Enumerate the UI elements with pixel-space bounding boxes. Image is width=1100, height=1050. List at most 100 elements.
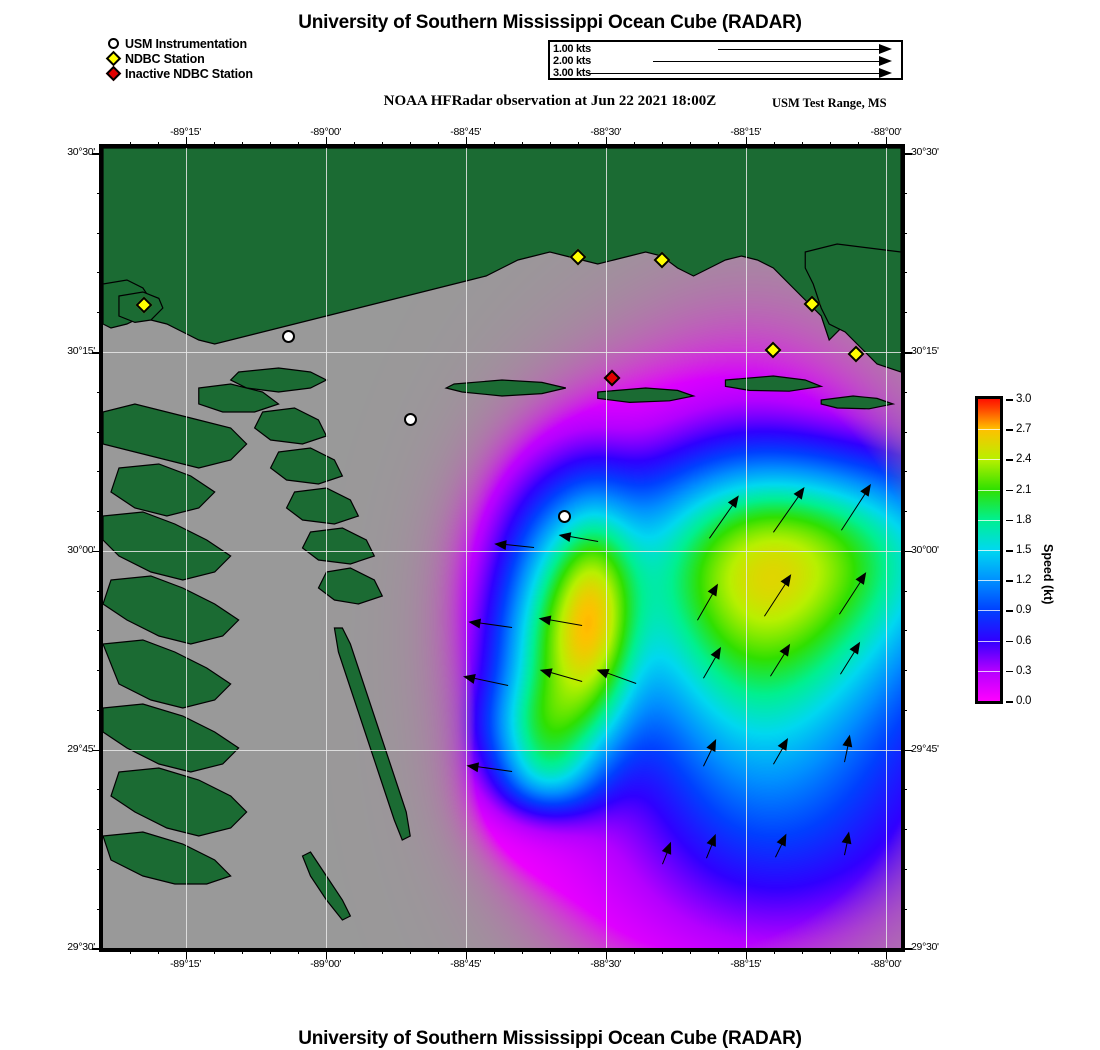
axis-tick: [901, 272, 907, 274]
axis-tick: [901, 590, 907, 592]
axis-tick: [409, 142, 411, 148]
axis-y-tick-label: 30°00': [911, 543, 939, 556]
axis-x-tick-label: -89°15': [170, 958, 202, 970]
axis-tick: [901, 312, 907, 314]
colorbar-tick-label: 2.7: [1016, 423, 1032, 436]
usm-station-marker[interactable]: [557, 509, 572, 524]
axis-tick: [885, 948, 888, 959]
range-label: USM Test Range, MS: [772, 96, 887, 110]
axis-tick: [97, 431, 103, 433]
legend-item-ndbc: NDBC Station: [105, 50, 253, 66]
axis-y-tick-label: 30°00': [67, 543, 95, 556]
axis-tick: [901, 550, 912, 553]
legend-item-ndbc-inactive: Inactive NDBC Station: [105, 65, 253, 81]
ndbc-station-marker[interactable]: [569, 248, 587, 266]
axis-tick: [97, 709, 103, 711]
landmass: [103, 639, 232, 709]
axis-tick: [717, 142, 719, 148]
radar-map[interactable]: [99, 144, 905, 952]
axis-x-tick-label: -89°00': [310, 958, 342, 970]
axis-y-tick-label: 30°30': [911, 146, 939, 159]
colorbar-tick-label: 3.0: [1016, 393, 1032, 405]
axis-x-tick-label: -89°00': [310, 126, 342, 138]
usm-station-marker[interactable]: [281, 329, 296, 344]
axis-tick: [577, 142, 579, 148]
colorbar-gridline: [978, 459, 1000, 461]
axis-y-tick-label: 29°45': [67, 742, 95, 755]
axis-tick: [633, 948, 635, 954]
axis-tick: [325, 137, 328, 148]
gridline-horizontal: [103, 749, 901, 751]
axis-y-tick-label: 29°30': [911, 941, 939, 954]
axis-tick: [901, 431, 907, 433]
axis-tick: [689, 948, 691, 954]
circle-marker-icon: [403, 412, 417, 426]
gridline-horizontal: [103, 352, 901, 353]
usm-station-marker[interactable]: [403, 412, 418, 427]
axis-tick: [157, 948, 159, 954]
axis-tick: [717, 948, 719, 954]
vector-shaft: [718, 49, 880, 50]
axis-tick: [521, 948, 523, 954]
axis-tick: [185, 948, 188, 959]
axis-tick: [661, 142, 663, 148]
axis-tick: [901, 391, 907, 393]
gridline-vertical: [465, 148, 467, 948]
legend-label: USM Instrumentation: [125, 36, 247, 51]
axis-tick: [605, 137, 608, 148]
axis-y-tick-label: 30°15': [911, 345, 939, 357]
colorbar-tick-label: 0.9: [1016, 604, 1032, 617]
axis-x-tick-label: -88°15': [730, 958, 762, 970]
landmass: [198, 383, 280, 413]
colorbar-tick: [1006, 429, 1013, 431]
axis-x-tick-label: -88°30': [590, 958, 622, 970]
landmass: [269, 447, 344, 485]
landmass: [103, 511, 232, 581]
diamond-marker-icon: [803, 295, 821, 313]
axis-tick: [829, 142, 831, 148]
axis-tick: [901, 829, 907, 831]
axis-tick: [605, 948, 608, 959]
axis-y-tick-label: 29°30': [67, 941, 95, 954]
axis-tick: [901, 153, 912, 155]
axis-tick: [773, 142, 775, 148]
axis-tick: [97, 908, 103, 910]
landmass: [804, 243, 901, 373]
colorbar-tick: [1006, 610, 1013, 612]
ndbc-inactive-station-marker[interactable]: [603, 369, 621, 387]
vector-shaft: [588, 73, 880, 74]
axis-tick: [97, 630, 103, 632]
axis-tick: [97, 312, 103, 314]
diamond-marker-icon: [653, 251, 671, 269]
ndbc-station-marker[interactable]: [135, 296, 153, 314]
colorbar-tick: [1006, 701, 1013, 703]
ndbc-station-marker[interactable]: [764, 341, 782, 359]
landmass: [229, 367, 328, 393]
vector-shaft: [653, 61, 880, 62]
gridline-vertical: [325, 148, 327, 948]
colorbar-gridline: [978, 640, 1000, 642]
colorbar-tick-label: 2.4: [1016, 453, 1032, 466]
ndbc-station-marker[interactable]: [803, 295, 821, 313]
landmass: [724, 375, 824, 392]
colorbar-tick: [1006, 399, 1013, 401]
landmass: [253, 407, 328, 445]
axis-x-tick-label: -88°30': [590, 126, 622, 138]
axis-tick: [577, 948, 579, 954]
axis-tick: [353, 142, 355, 148]
axis-tick: [269, 142, 271, 148]
coastline-layer: [103, 148, 901, 921]
colorbar-tick-label: 2.1: [1016, 483, 1032, 496]
axis-tick: [773, 948, 775, 954]
ndbc-station-marker[interactable]: [653, 251, 671, 269]
gridline-vertical: [185, 148, 187, 948]
landmass: [333, 627, 411, 841]
colorbar: 3.0 2.7 2.4 2.1 1.8 1.5 1.2 0.9 0.6 0.3 0.0 Speed …: [975, 393, 1055, 707]
landmass: [110, 463, 216, 517]
axis-tick: [97, 670, 103, 672]
ndbc-station-marker[interactable]: [847, 345, 865, 363]
colorbar-tick: [1006, 489, 1013, 492]
axis-tick: [465, 137, 468, 148]
axis-tick: [493, 142, 495, 148]
axis-tick: [241, 142, 243, 148]
